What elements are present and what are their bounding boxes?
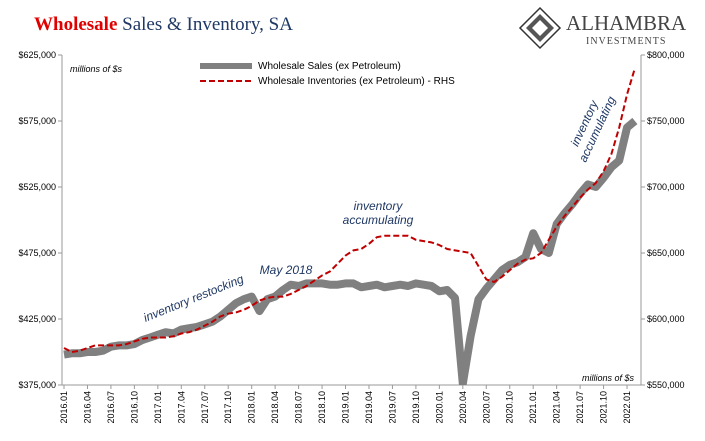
x-tick-label: 2021.07: [575, 391, 585, 424]
annotation: millions of $s: [70, 64, 123, 74]
logo-name: ALHAMBRA: [566, 11, 687, 35]
y2-tick-label: $700,000: [647, 182, 685, 192]
x-tick-label: 2017.07: [200, 391, 210, 424]
logo-tagline: INVESTMENTS: [586, 36, 666, 47]
x-tick-label: 2021.01: [528, 391, 538, 424]
annotation: May 2018: [260, 263, 313, 277]
annotation-line: millions of $s: [70, 64, 123, 74]
y2-tick-label: $650,000: [647, 248, 685, 258]
x-tick-label: 2019.01: [341, 391, 351, 424]
x-tick-label: 2020.07: [481, 391, 491, 424]
annotation-line: May 2018: [260, 263, 313, 277]
y-tick-label: $575,000: [18, 116, 56, 126]
annotation-line: inventory: [354, 199, 404, 213]
annotation: inventoryaccumulating: [563, 88, 618, 164]
x-tick-label: 2021.10: [599, 391, 609, 424]
logo: ALHAMBRA INVESTMENTS: [518, 6, 687, 50]
x-tick-label: 2016.10: [129, 391, 139, 424]
annotation: inventory restocking: [141, 272, 245, 325]
y-tick-label: $375,000: [18, 380, 56, 390]
plot-area: [63, 67, 638, 385]
chart-title: Wholesale Sales & Inventory, SA: [34, 14, 293, 35]
y2-tick-label: $550,000: [647, 380, 685, 390]
x-tick-label: 2019.10: [411, 391, 421, 424]
x-tick-label: 2020.10: [505, 391, 515, 424]
x-tick-label: 2016.07: [106, 391, 116, 424]
x-tick-label: 2019.07: [387, 391, 397, 424]
x-tick-label: 2018.01: [247, 391, 257, 424]
title-highlight: Wholesale: [34, 14, 117, 35]
x-tick-label: 2022.01: [622, 391, 632, 424]
logo-core: [532, 20, 548, 36]
annotation: millions of $s: [582, 373, 635, 383]
y2-tick-label: $750,000: [647, 116, 685, 126]
x-tick-label: 2020.04: [458, 391, 468, 424]
y-tick-label: $425,000: [18, 314, 56, 324]
x-tick-label: 2021.04: [552, 391, 562, 424]
series-line: [63, 67, 636, 353]
series-line: [63, 117, 638, 385]
y-tick-label: $475,000: [18, 248, 56, 258]
logo-diamond: [518, 6, 562, 50]
x-tick-label: 2017.01: [153, 391, 163, 424]
x-tick-label: 2017.10: [223, 391, 233, 424]
x-tick-label: 2016.04: [82, 391, 92, 424]
annotation-line: millions of $s: [582, 373, 635, 383]
x-tick-label: 2018.04: [270, 391, 280, 424]
legend-label: Wholesale Sales (ex Petroleum): [258, 61, 401, 72]
x-tick-label: 2017.04: [176, 391, 186, 424]
annotation-line: accumulating: [343, 213, 414, 227]
title-rest: Sales & Inventory, SA: [122, 14, 293, 35]
x-tick-label: 2019.04: [364, 391, 374, 424]
y2-tick-label: $800,000: [647, 50, 685, 60]
x-tick-label: 2018.07: [294, 391, 304, 424]
annotation-line: inventory restocking: [141, 272, 245, 325]
legend-label: Wholesale Inventories (ex Petroleum) - R…: [258, 76, 455, 87]
y2-tick-label: $600,000: [647, 314, 685, 324]
y-tick-label: $525,000: [18, 182, 56, 192]
x-tick-label: 2020.01: [434, 391, 444, 424]
x-tick-label: 2018.10: [317, 391, 327, 424]
y-tick-label: $625,000: [18, 50, 56, 60]
x-tick-label: 2016.01: [59, 391, 69, 424]
